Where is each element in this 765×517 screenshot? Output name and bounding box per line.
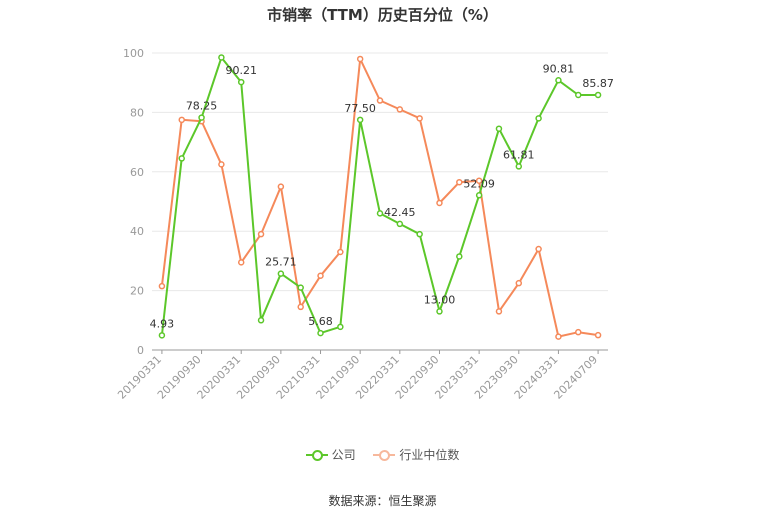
data-point-industry <box>396 106 404 113</box>
data-point-company <box>257 317 265 324</box>
data-point-company <box>594 91 602 99</box>
data-point-company <box>575 91 582 99</box>
y-tick-label: 100 <box>123 47 144 60</box>
data-point-company <box>317 329 324 337</box>
data-label: 61.81 <box>503 148 535 161</box>
grid-lines <box>152 52 608 292</box>
data-point-industry <box>416 115 423 122</box>
data-point-company <box>396 220 404 228</box>
data-point-company <box>218 54 225 61</box>
data-point-industry <box>178 116 185 124</box>
legend-marker-company <box>305 449 328 461</box>
legend: 公司 行业中位数 <box>0 446 765 464</box>
data-label: 90.81 <box>543 62 575 75</box>
legend-item-company[interactable]: 公司 <box>305 446 356 463</box>
data-point-industry <box>158 282 166 290</box>
data-point-company <box>297 284 304 291</box>
data-label: 77.50 <box>344 102 376 115</box>
data-point-industry <box>277 183 285 190</box>
data-label: 78.25 <box>186 100 218 113</box>
data-point-industry <box>515 279 523 287</box>
data-point-industry <box>475 177 483 184</box>
data-point-company <box>456 253 463 260</box>
data-label: 52.09 <box>463 177 495 190</box>
data-point-industry <box>594 331 602 339</box>
data-label: 42.45 <box>384 206 416 219</box>
data-point-company <box>198 114 205 121</box>
data-label: 25.71 <box>265 256 297 269</box>
data-point-company <box>495 125 503 132</box>
data-label: 5.68 <box>308 315 333 328</box>
data-point-company <box>535 115 542 122</box>
x-tick-label: 20240709 <box>551 353 600 402</box>
data-label: 4.93 <box>150 317 175 330</box>
y-tick-label: 20 <box>130 285 144 298</box>
data-point-company <box>277 270 285 277</box>
data-point-industry <box>495 308 503 315</box>
data-point-company <box>416 230 423 238</box>
data-point-industry <box>237 259 245 266</box>
data-point-company <box>515 163 523 170</box>
data-point-industry <box>456 178 463 186</box>
data-point-industry <box>297 303 304 311</box>
data-point-company <box>237 78 245 86</box>
y-tick-label: 40 <box>130 225 144 238</box>
data-point-company <box>356 116 364 124</box>
data-point-company <box>555 77 562 84</box>
data-point-company <box>337 323 344 331</box>
data-point-company <box>475 192 483 199</box>
data-point-company <box>436 308 443 315</box>
y-tick-label: 0 <box>137 344 144 357</box>
data-point-industry <box>257 230 265 238</box>
chart-title: 市销率（TTM）历史百分位（%） <box>267 6 498 24</box>
data-point-industry <box>317 272 324 279</box>
line-chart: 0204060801002019033120190930202003312020… <box>115 47 614 402</box>
data-point-company <box>376 210 384 217</box>
data-point-company <box>158 332 166 339</box>
y-tick-label: 60 <box>130 166 144 179</box>
data-point-industry <box>575 328 582 336</box>
legend-label-industry: 行业中位数 <box>399 448 460 462</box>
legend-item-industry[interactable]: 行业中位数 <box>373 446 459 463</box>
data-source: 数据来源：恒生聚源 <box>328 494 437 508</box>
data-point-industry <box>436 199 443 207</box>
data-point-industry <box>356 55 364 63</box>
data-point-industry <box>535 245 542 253</box>
data-point-industry <box>376 97 384 104</box>
data-point-company <box>178 155 185 162</box>
series <box>158 54 602 340</box>
legend-label-company: 公司 <box>331 448 356 462</box>
data-label: 85.87 <box>582 77 614 90</box>
data-label: 13.00 <box>424 293 456 306</box>
legend-marker-industry <box>373 449 396 461</box>
data-point-industry <box>218 161 225 168</box>
data-point-industry <box>555 333 562 340</box>
data-labels: 4.93 78.25 90.21 25.71 5.68 77.50 42.45 13.00 52… <box>150 62 614 330</box>
data-point-industry <box>337 248 344 256</box>
y-tick-label: 80 <box>130 106 144 119</box>
data-label: 90.21 <box>225 64 257 77</box>
